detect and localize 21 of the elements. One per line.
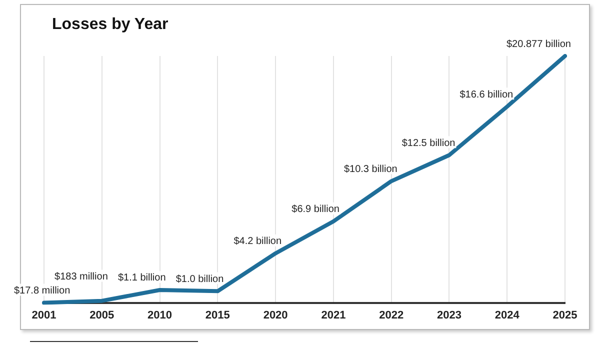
data-label: $16.6 billion: [460, 89, 514, 100]
data-label: $4.2 billion: [234, 236, 282, 248]
x-tick-label: 2020: [263, 309, 288, 322]
data-label: $6.9 billion: [292, 204, 340, 216]
data-label: $20.877 billion: [506, 38, 571, 50]
data-label: $10.3 billion: [344, 164, 398, 175]
x-tick-label: 2023: [436, 309, 462, 322]
x-tick-label: 2024: [494, 309, 520, 322]
data-label: $1.0 billion: [176, 274, 224, 285]
x-tick-label: 2022: [379, 309, 404, 322]
chart-title: Losses by Year: [52, 16, 168, 34]
data-label: $1.1 billion: [118, 272, 166, 284]
x-tick-label: 2005: [90, 309, 114, 322]
x-tick-label: 2025: [552, 309, 578, 322]
x-tick-label: 2001: [32, 309, 56, 322]
data-label: $183 million: [54, 272, 108, 283]
x-tick-label: 2010: [148, 309, 172, 322]
data-label: $12.5 billion: [402, 138, 456, 149]
x-tick-label: 2021: [321, 309, 346, 322]
x-tick-label: 2015: [205, 309, 230, 322]
data-label: $17.8 million: [14, 286, 70, 297]
